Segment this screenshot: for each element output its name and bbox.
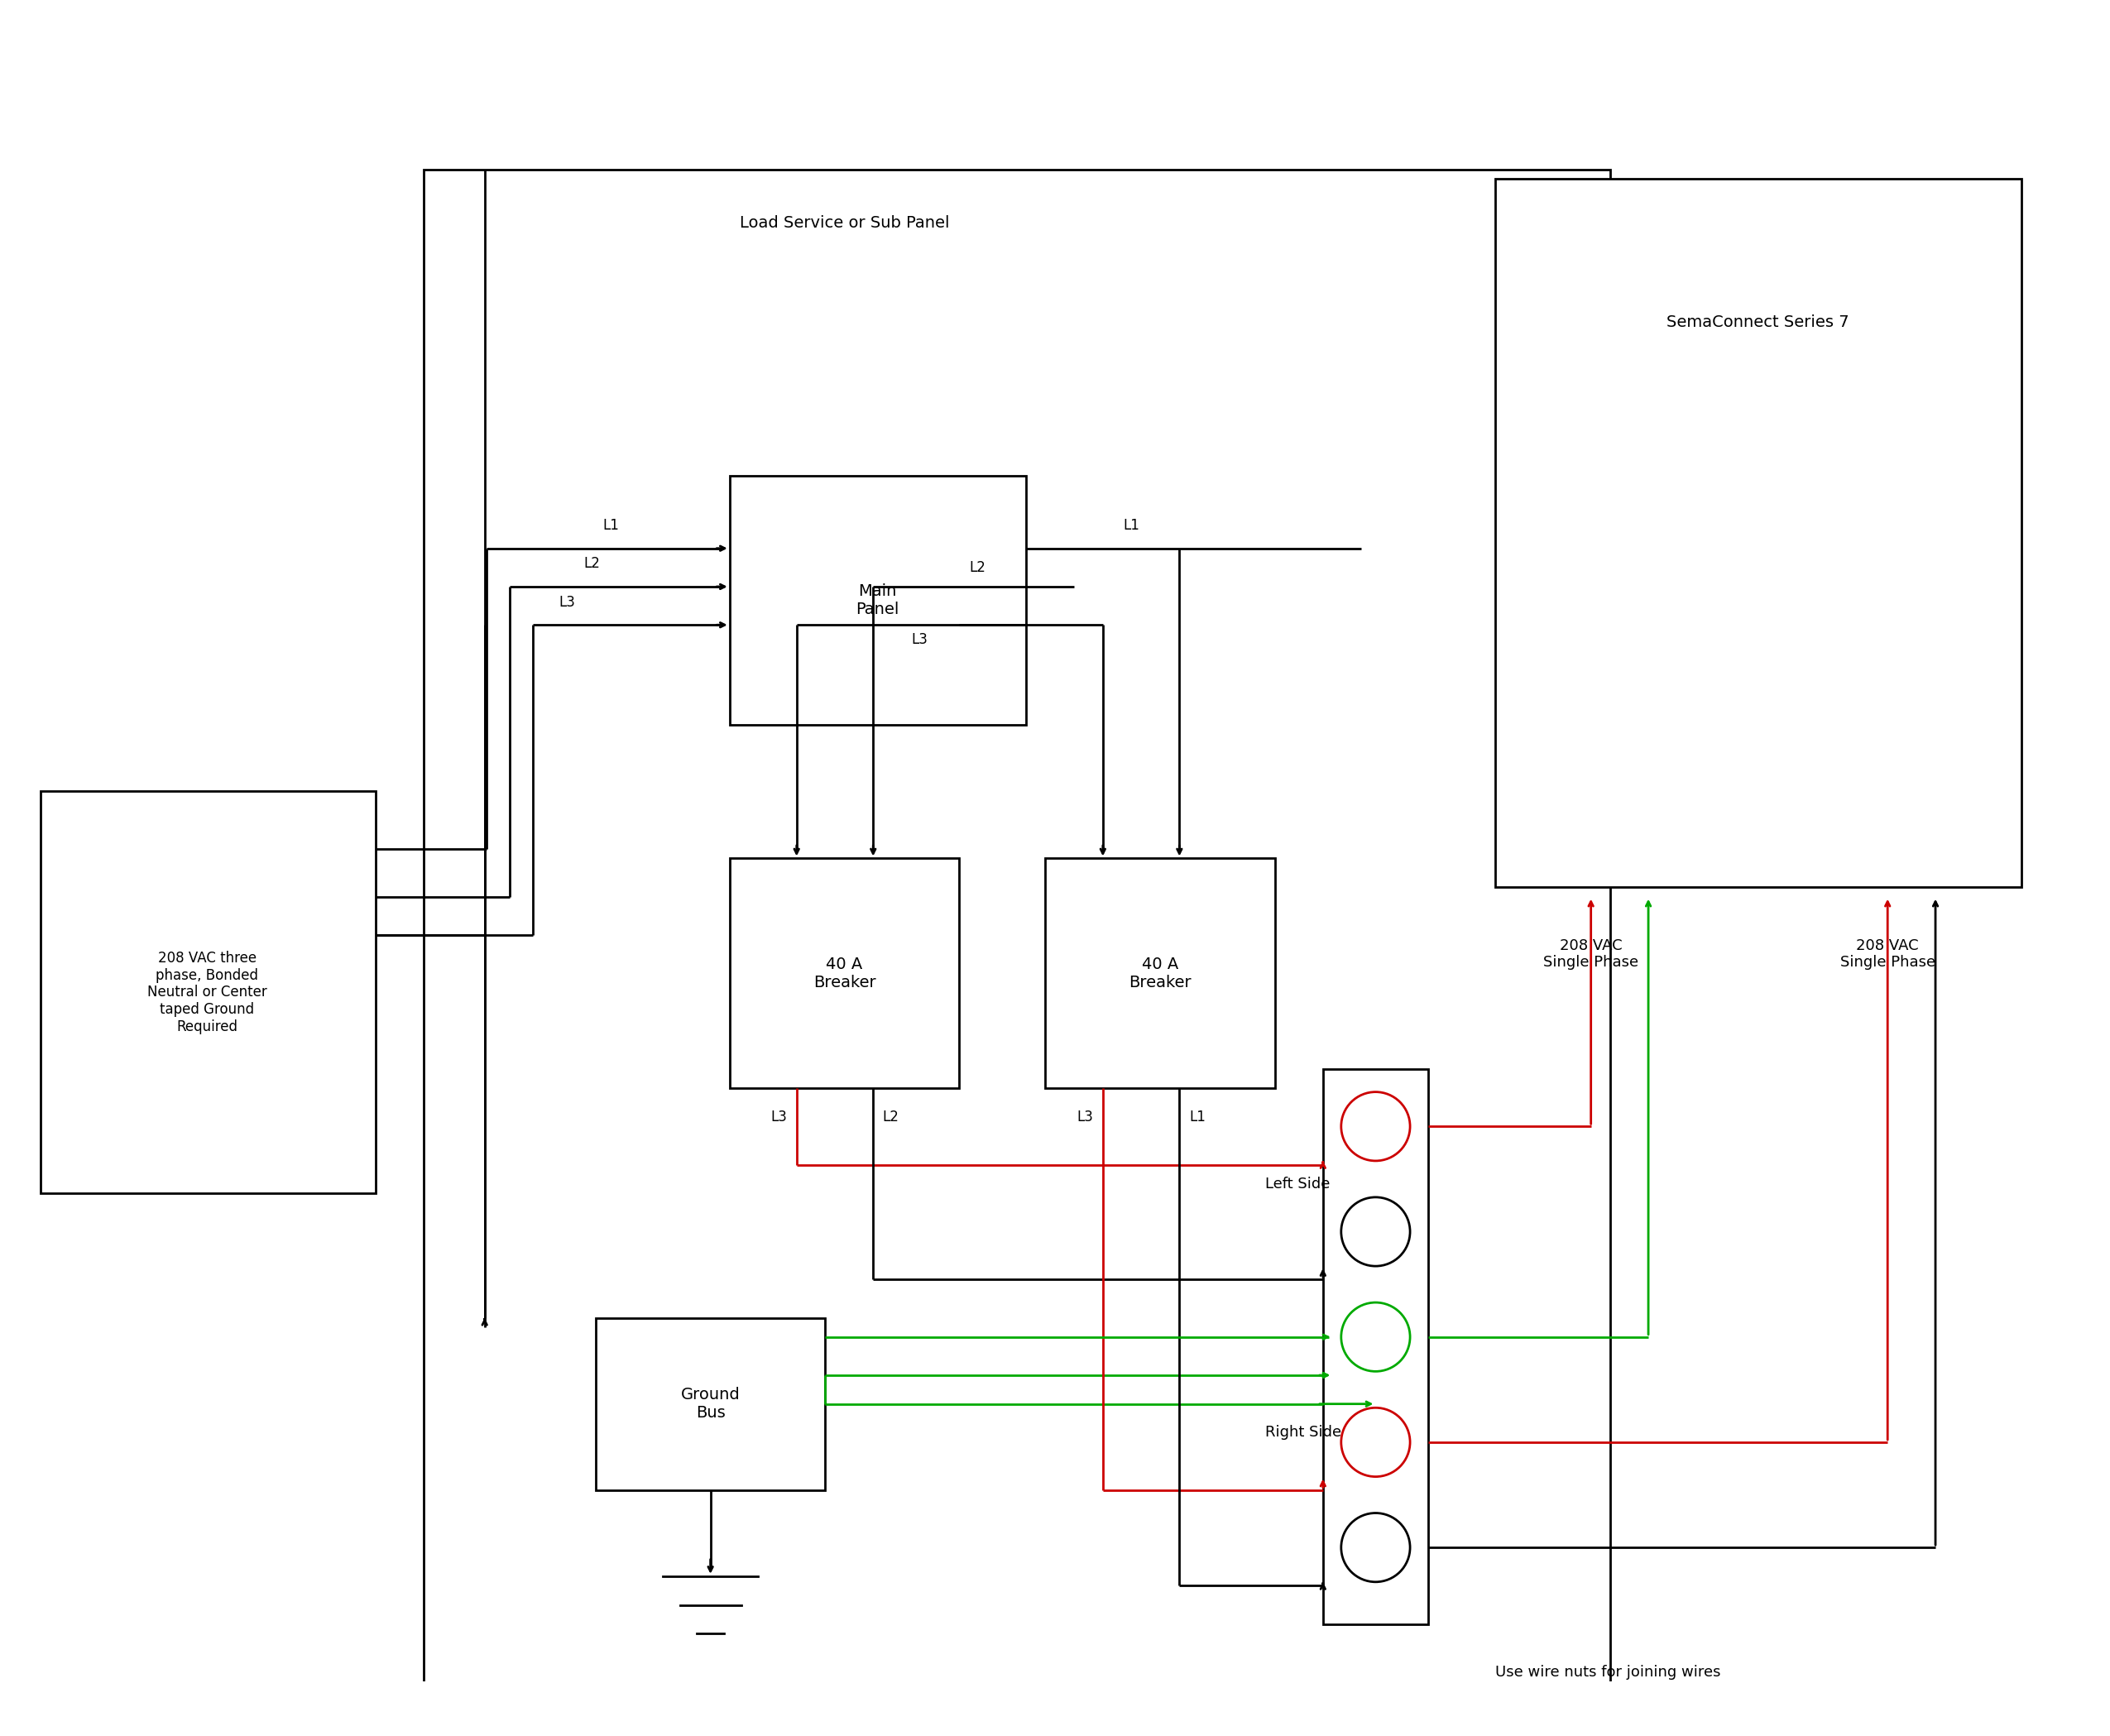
Text: L3: L3 (912, 632, 928, 648)
Text: Main
Panel: Main Panel (855, 583, 899, 616)
Text: L2: L2 (882, 1109, 899, 1125)
Text: Ground
Bus: Ground Bus (682, 1387, 741, 1420)
Bar (40, 792, 376, 1193)
Text: L1: L1 (1188, 1109, 1205, 1125)
Text: L3: L3 (1076, 1109, 1093, 1125)
Text: L3: L3 (559, 595, 576, 609)
Text: Use wire nuts for joining wires: Use wire nuts for joining wires (1496, 1665, 1720, 1679)
Bar (1044, 858, 1274, 1088)
Text: Right Side: Right Side (1266, 1425, 1342, 1441)
Text: 40 A
Breaker: 40 A Breaker (1129, 957, 1192, 990)
Text: SemaConnect Series 7: SemaConnect Series 7 (1667, 314, 1848, 330)
Bar (1323, 1069, 1428, 1625)
Circle shape (1342, 1302, 1409, 1371)
Circle shape (1342, 1408, 1409, 1477)
Text: 208 VAC
Single Phase: 208 VAC Single Phase (1840, 937, 1935, 970)
Text: L2: L2 (968, 561, 985, 575)
Text: 40 A
Breaker: 40 A Breaker (812, 957, 876, 990)
Bar (595, 1318, 825, 1489)
Text: L3: L3 (770, 1109, 787, 1125)
Text: 208 VAC three
phase, Bonded
Neutral or Center
taped Ground
Required: 208 VAC three phase, Bonded Neutral or C… (148, 951, 268, 1035)
Bar (730, 476, 1025, 724)
Bar (730, 858, 960, 1088)
Circle shape (1342, 1198, 1409, 1266)
Circle shape (1342, 1514, 1409, 1581)
Circle shape (1342, 1092, 1409, 1161)
Text: L1: L1 (603, 517, 618, 533)
Bar (424, 170, 1610, 1736)
Bar (1496, 179, 2021, 887)
Text: Left Side: Left Side (1266, 1177, 1331, 1191)
Text: L1: L1 (1123, 517, 1139, 533)
Text: 208 VAC
Single Phase: 208 VAC Single Phase (1542, 937, 1639, 970)
Text: L2: L2 (584, 557, 599, 571)
Text: Load Service or Sub Panel: Load Service or Sub Panel (741, 215, 949, 231)
